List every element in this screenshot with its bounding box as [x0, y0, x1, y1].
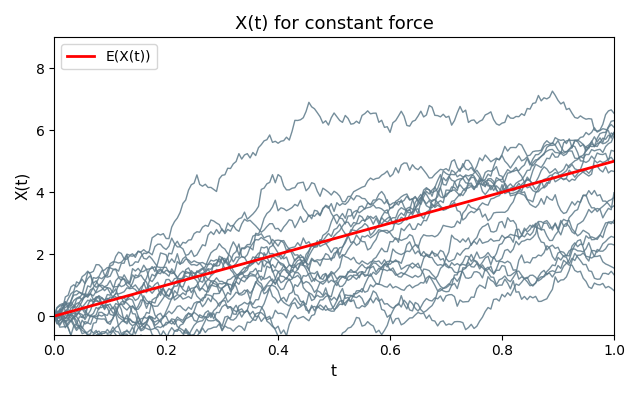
Line: E(X(t)): E(X(t)) — [54, 161, 614, 316]
E(X(t)) — [610, 159, 618, 164]
Title: X(t) for constant force: X(t) for constant force — [235, 15, 433, 33]
E(X(t)) — [285, 249, 293, 253]
E(X(t)) — [100, 300, 108, 305]
E(X(t)) — [255, 257, 262, 262]
X-axis label: t: t — [331, 364, 337, 379]
Legend: E(X(t)): E(X(t)) — [61, 44, 157, 69]
E(X(t)) — [353, 230, 360, 235]
E(X(t)) — [51, 314, 58, 318]
Y-axis label: X(t): X(t) — [15, 172, 30, 200]
E(X(t)) — [53, 313, 61, 318]
E(X(t)) — [563, 172, 570, 177]
